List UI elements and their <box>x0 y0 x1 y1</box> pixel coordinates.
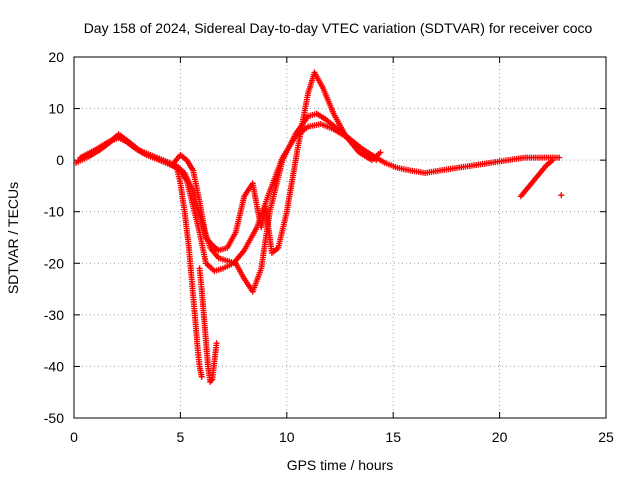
y-tick-label: -30 <box>44 307 64 323</box>
data-point <box>556 154 563 161</box>
data-point <box>213 340 220 347</box>
y-tick-label: 20 <box>48 49 64 65</box>
y-tick-label: -20 <box>44 255 64 271</box>
y-tick-label: -50 <box>44 410 64 426</box>
series-track-3 <box>77 69 384 256</box>
plot-frame <box>73 56 607 419</box>
x-tick-label: 25 <box>598 429 614 445</box>
series-dip-a <box>173 162 205 380</box>
data-point <box>549 157 556 164</box>
grid <box>74 57 606 418</box>
y-tick-labels: 20 10 0 -10 -20 -30 -40 -50 <box>44 49 64 426</box>
series-isolated <box>558 192 565 199</box>
series-track-1 <box>73 121 563 275</box>
y-axis-label: SDTVAR / TECUs <box>5 182 21 294</box>
y-tick-label: 0 <box>56 152 64 168</box>
data-point <box>208 377 215 384</box>
y-tick-label: -40 <box>44 358 64 374</box>
series-tail-ramp <box>517 157 556 200</box>
data-point <box>558 192 565 199</box>
x-axis-label: GPS time / hours <box>287 457 394 473</box>
x-tick-label: 15 <box>385 429 401 445</box>
y-tick-label: -10 <box>44 204 64 220</box>
data-points <box>73 69 565 385</box>
data-point <box>198 373 205 380</box>
chart-title: Day 158 of 2024, Sidereal Day-to-day VTE… <box>84 20 593 36</box>
x-tick-label: 20 <box>492 429 508 445</box>
x-tick-label: 0 <box>70 429 78 445</box>
data-point <box>377 149 384 156</box>
axis-ticks <box>73 56 607 419</box>
x-tick-label: 10 <box>279 429 295 445</box>
x-tick-label: 5 <box>177 429 185 445</box>
x-tick-labels: 0 5 10 15 20 25 <box>70 429 614 445</box>
series-dip-b <box>196 265 220 385</box>
y-tick-label: 10 <box>48 101 64 117</box>
